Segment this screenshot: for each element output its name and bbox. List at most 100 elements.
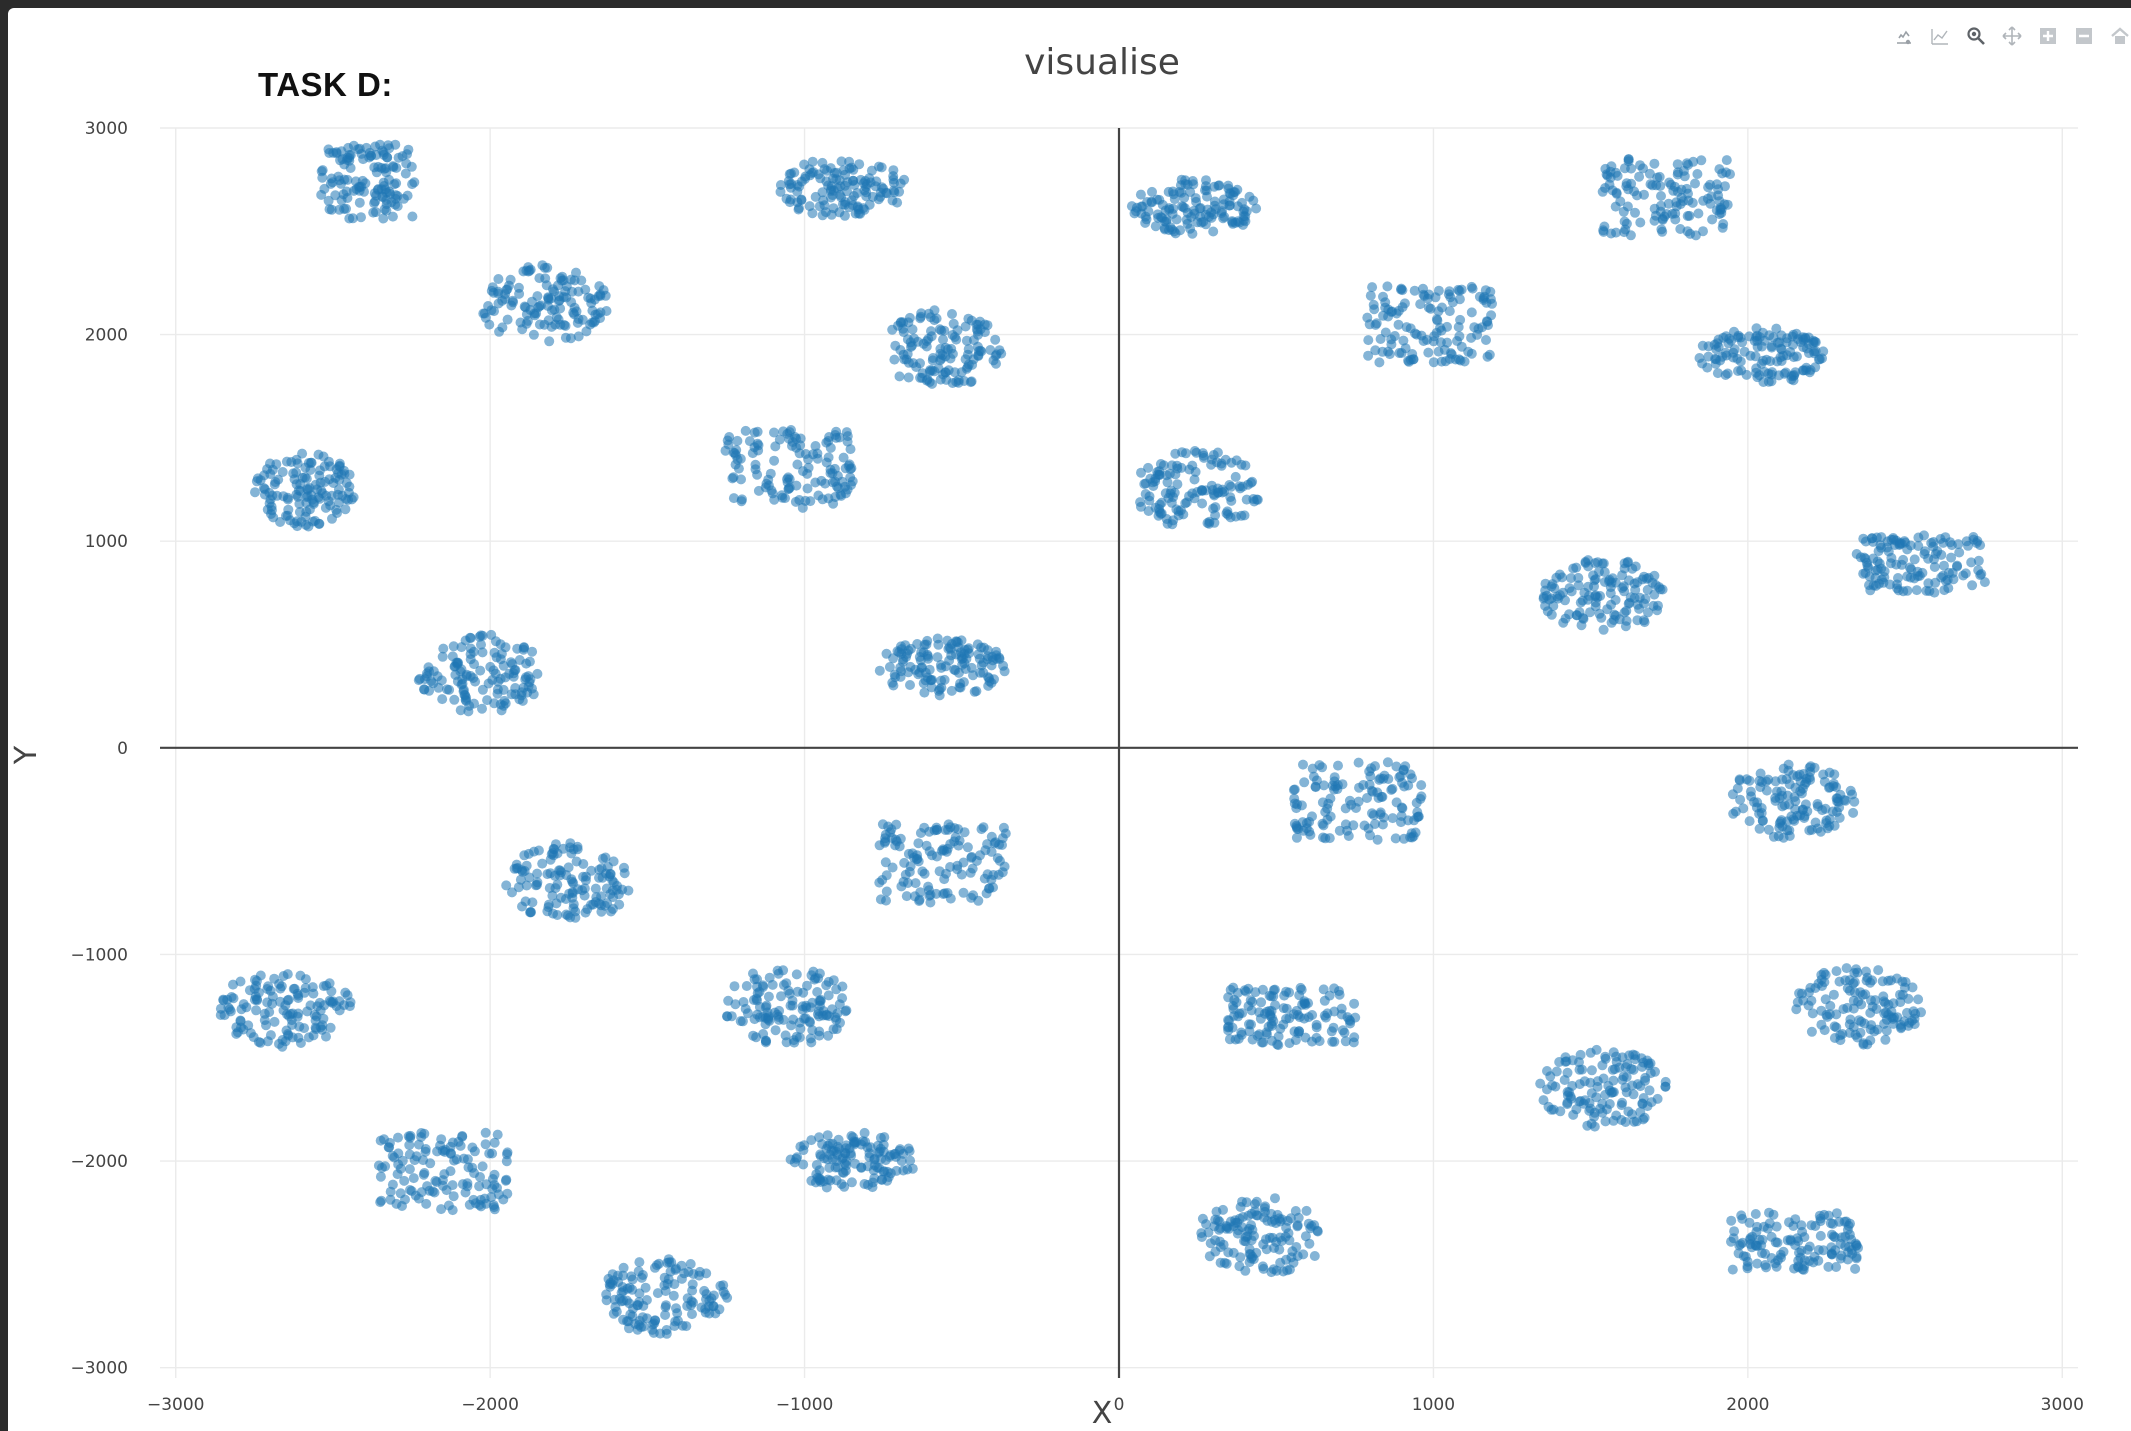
data-point[interactable] <box>1907 982 1918 993</box>
data-point[interactable] <box>1865 977 1876 988</box>
data-point[interactable] <box>994 855 1005 866</box>
data-point[interactable] <box>837 993 848 1004</box>
data-point[interactable] <box>1716 204 1727 215</box>
data-point[interactable] <box>1251 1196 1262 1207</box>
data-point[interactable] <box>1311 1022 1322 1033</box>
zoom-out-icon[interactable] <box>2073 25 2095 47</box>
data-point[interactable] <box>388 162 399 173</box>
data-point[interactable] <box>825 163 836 174</box>
data-point[interactable] <box>1649 158 1660 169</box>
data-point[interactable] <box>741 981 752 991</box>
data-point[interactable] <box>1415 299 1426 310</box>
data-point[interactable] <box>832 481 842 492</box>
data-point[interactable] <box>1403 780 1414 791</box>
data-point[interactable] <box>1634 603 1645 614</box>
data-point[interactable] <box>823 976 834 987</box>
data-point[interactable] <box>1210 510 1221 521</box>
data-point[interactable] <box>1598 226 1609 237</box>
data-point[interactable] <box>927 850 937 861</box>
data-point[interactable] <box>924 826 935 837</box>
data-point[interactable] <box>1225 188 1236 199</box>
data-point[interactable] <box>1784 831 1795 841</box>
cluster-25[interactable] <box>373 1127 513 1216</box>
data-point[interactable] <box>261 1020 271 1031</box>
data-point[interactable] <box>835 1017 845 1028</box>
data-point[interactable] <box>1155 508 1166 519</box>
data-point[interactable] <box>857 1136 868 1147</box>
data-point[interactable] <box>636 1322 646 1333</box>
data-point[interactable] <box>353 144 363 155</box>
data-point[interactable] <box>457 1179 468 1190</box>
data-point[interactable] <box>255 970 266 981</box>
data-point[interactable] <box>736 496 747 507</box>
data-point[interactable] <box>1913 994 1924 1005</box>
zoom-in-icon[interactable] <box>2037 25 2059 47</box>
data-point[interactable] <box>974 653 985 664</box>
data-point[interactable] <box>501 880 512 891</box>
data-point[interactable] <box>1247 1034 1258 1045</box>
data-point[interactable] <box>840 488 851 499</box>
data-point[interactable] <box>1301 1205 1312 1216</box>
data-point[interactable] <box>888 171 899 182</box>
data-point[interactable] <box>802 980 812 991</box>
data-point[interactable] <box>330 472 341 483</box>
data-point[interactable] <box>595 313 605 324</box>
data-point[interactable] <box>824 1162 835 1173</box>
data-point[interactable] <box>722 1011 733 1022</box>
data-point[interactable] <box>976 642 987 653</box>
data-point[interactable] <box>403 144 414 155</box>
data-point[interactable] <box>1617 1074 1628 1085</box>
data-point[interactable] <box>831 1175 842 1186</box>
data-point[interactable] <box>814 1132 825 1143</box>
data-point[interactable] <box>1751 1240 1762 1251</box>
data-point[interactable] <box>1815 1230 1826 1241</box>
data-point[interactable] <box>1594 608 1605 619</box>
data-point[interactable] <box>1634 171 1645 182</box>
data-point[interactable] <box>879 1132 890 1143</box>
data-point[interactable] <box>715 1280 726 1291</box>
data-point[interactable] <box>447 1180 458 1191</box>
data-point[interactable] <box>1845 1014 1856 1025</box>
data-point[interactable] <box>1145 473 1156 484</box>
data-point[interactable] <box>1568 1109 1579 1120</box>
data-point[interactable] <box>549 870 560 881</box>
data-point[interactable] <box>1143 462 1154 473</box>
data-point[interactable] <box>318 981 329 992</box>
data-point[interactable] <box>1672 159 1683 170</box>
data-point[interactable] <box>1318 820 1329 831</box>
data-point[interactable] <box>1729 1226 1740 1237</box>
data-point[interactable] <box>288 983 299 994</box>
data-point[interactable] <box>423 662 434 673</box>
data-point[interactable] <box>1393 319 1404 330</box>
data-point[interactable] <box>1696 155 1707 166</box>
data-point[interactable] <box>905 680 915 690</box>
cluster-16[interactable] <box>1288 757 1427 845</box>
data-point[interactable] <box>1642 1055 1653 1066</box>
data-point[interactable] <box>754 1012 765 1023</box>
data-point[interactable] <box>1244 1223 1255 1234</box>
data-point[interactable] <box>1320 833 1331 844</box>
data-point[interactable] <box>1611 1110 1622 1121</box>
data-point[interactable] <box>1790 796 1801 807</box>
data-point[interactable] <box>381 187 392 198</box>
data-point[interactable] <box>1171 214 1182 225</box>
data-point[interactable] <box>1792 997 1803 1008</box>
data-point[interactable] <box>820 478 831 489</box>
data-point[interactable] <box>952 637 963 648</box>
data-point[interactable] <box>467 1142 478 1153</box>
data-point[interactable] <box>1168 203 1179 214</box>
data-point[interactable] <box>1588 570 1599 581</box>
data-point[interactable] <box>1840 1241 1851 1252</box>
data-point[interactable] <box>1197 498 1208 509</box>
data-point[interactable] <box>1370 819 1380 829</box>
data-point[interactable] <box>810 191 821 202</box>
data-point[interactable] <box>1834 976 1845 987</box>
data-point[interactable] <box>1798 365 1809 376</box>
data-point[interactable] <box>804 1016 815 1027</box>
data-point[interactable] <box>1187 228 1198 239</box>
data-point[interactable] <box>837 1167 848 1178</box>
data-point[interactable] <box>1333 760 1343 771</box>
data-point[interactable] <box>936 675 947 686</box>
data-point[interactable] <box>1764 1207 1774 1218</box>
data-point[interactable] <box>1467 283 1478 294</box>
